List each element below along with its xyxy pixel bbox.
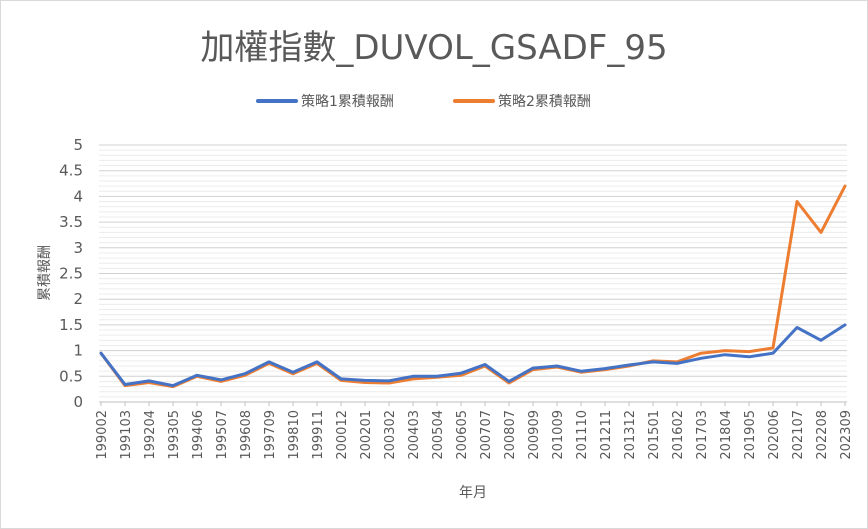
y-tick-label: 5 xyxy=(73,136,83,154)
x-tick-label: 199406 xyxy=(191,410,206,460)
legend-label-series-2: 策略2累積報酬 xyxy=(498,93,591,110)
x-tick-label: 199608 xyxy=(239,410,254,460)
legend-label-series-1: 策略1累積報酬 xyxy=(301,93,394,110)
x-tick-label: 200504 xyxy=(431,410,446,460)
x-tick-label: 202006 xyxy=(767,410,782,460)
x-tick-label: 199709 xyxy=(263,410,278,460)
y-tick-label: 2.5 xyxy=(59,265,83,283)
y-axis-title: 累積報酬 xyxy=(37,245,53,301)
x-tick-label: 199810 xyxy=(287,410,302,460)
legend: 策略1累積報酬 策略2累積報酬 xyxy=(256,93,591,110)
x-tick-label: 201312 xyxy=(623,410,638,460)
y-tick-label: 2 xyxy=(73,290,83,308)
x-tick-label: 200302 xyxy=(383,410,398,460)
x-tick-label: 202208 xyxy=(815,410,830,460)
x-tick-label: 199507 xyxy=(215,410,230,460)
y-tick-label: 3.5 xyxy=(59,213,83,231)
x-tick-label: 200012 xyxy=(335,410,350,460)
x-tick-label: 201501 xyxy=(647,410,662,460)
x-axis-title: 年月 xyxy=(459,485,487,501)
series-lines xyxy=(99,184,847,389)
x-tick-label: 202107 xyxy=(791,410,806,460)
x-tick-label: 201905 xyxy=(743,410,758,460)
x-tick-label: 199103 xyxy=(119,410,134,460)
x-tick-label: 199002 xyxy=(95,410,110,460)
x-axis-ticks: 199002 199103 199204 199305 199406 199507 1996… xyxy=(95,402,854,460)
y-tick-label: 0 xyxy=(73,393,83,411)
y-axis-ticks: 0 0.5 1 1.5 2 2.5 3 3.5 4 4.5 5 xyxy=(59,136,83,411)
x-tick-label: 200201 xyxy=(359,410,374,460)
x-tick-label: 201110 xyxy=(575,410,590,460)
gridlines xyxy=(99,144,847,398)
y-tick-label: 1.5 xyxy=(59,316,83,334)
y-tick-label: 1 xyxy=(73,342,83,360)
series-line-1 xyxy=(99,323,847,388)
x-tick-label: 200807 xyxy=(503,410,518,460)
x-tick-label: 201009 xyxy=(551,410,566,460)
x-tick-label: 200403 xyxy=(407,410,422,460)
x-tick-label: 200605 xyxy=(455,410,470,460)
x-tick-label: 199204 xyxy=(143,410,158,460)
x-tick-label: 201602 xyxy=(671,410,686,460)
x-tick-label: 199911 xyxy=(311,410,326,460)
x-tick-label: 201211 xyxy=(599,410,614,460)
x-tick-label: 200909 xyxy=(527,410,542,460)
y-tick-label: 0.5 xyxy=(59,367,83,385)
y-tick-label: 4 xyxy=(73,187,83,205)
x-tick-label: 202309 xyxy=(839,410,854,460)
y-tick-label: 3 xyxy=(73,239,83,257)
y-tick-label: 4.5 xyxy=(59,162,83,180)
x-tick-label: 200707 xyxy=(479,410,494,460)
x-tick-label: 201703 xyxy=(695,410,710,460)
x-tick-label: 199305 xyxy=(167,410,182,460)
x-tick-label: 201804 xyxy=(719,410,734,460)
chart-title: 加權指數_DUVOL_GSADF_95 xyxy=(200,28,667,68)
